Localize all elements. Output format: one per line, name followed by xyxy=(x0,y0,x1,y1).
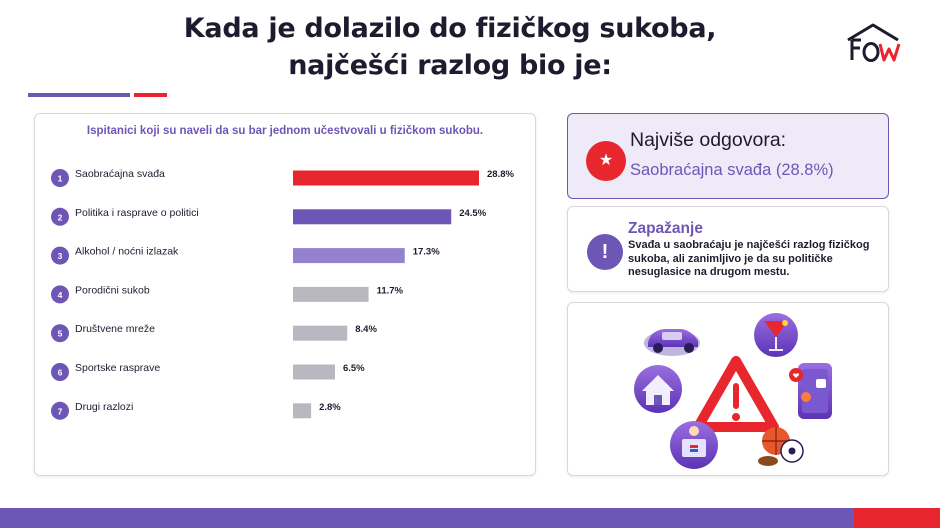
exclamation-icon: ! xyxy=(587,234,623,270)
top-answer-heading: Najviše odgovora: xyxy=(630,129,787,151)
rank-badge xyxy=(51,324,69,343)
sports-balls-icon xyxy=(758,427,804,466)
star-icon: ★ xyxy=(586,141,626,181)
car-icon xyxy=(644,329,700,356)
bar xyxy=(293,286,369,302)
observation-heading: Zapažanje xyxy=(628,220,703,237)
social-media-icon xyxy=(789,363,832,419)
illustration-card xyxy=(567,302,889,476)
footer-bar-purple xyxy=(0,508,854,528)
brand-logo-icon xyxy=(847,23,901,62)
observation-text: Svađa u saobraćaju je najčešći razlog fi… xyxy=(628,239,870,278)
podium-icon xyxy=(670,421,718,469)
value-label: 28.8% xyxy=(487,169,514,180)
page-title-line-2: najčešći razlog bio je: xyxy=(288,50,612,81)
rank-number: 4 xyxy=(58,290,63,300)
rank-badge xyxy=(51,285,69,304)
top-answer-card: ★ Najviše odgovora: Saobraćajna svađa (2… xyxy=(567,113,889,199)
rank-badge xyxy=(51,207,69,226)
value-label: 2.8% xyxy=(319,402,341,413)
rank-number: 3 xyxy=(58,251,63,261)
category-label: Alkohol / noćni izlazak xyxy=(75,246,179,258)
bar xyxy=(293,209,452,225)
chart-subtitle: Ispitanici koji su naveli da su bar jedn… xyxy=(86,125,484,137)
illustration xyxy=(634,313,832,469)
value-label: 17.3% xyxy=(413,247,440,258)
category-label: Politika i rasprave o politici xyxy=(75,207,199,219)
title-accent-red xyxy=(134,93,167,97)
category-label: Porodični sukob xyxy=(75,284,150,296)
page-title-line-1: Kada je dolazilo do fizičkog sukoba, xyxy=(183,13,717,44)
value-label: 6.5% xyxy=(343,363,365,374)
rank-number: 2 xyxy=(58,212,63,222)
page-title: Kada je dolazilo do fizičkog sukoba, naj… xyxy=(120,10,780,84)
rank-number: 6 xyxy=(58,368,63,378)
house-icon xyxy=(634,365,682,413)
warning-icon xyxy=(693,356,779,432)
category-label: Sportske rasprave xyxy=(75,362,160,374)
rank-badge xyxy=(51,401,69,420)
bar-chart: 1 Saobraćajna svađa 28.8% 2 Politika i raspr… xyxy=(51,168,514,420)
rank-number: 5 xyxy=(58,329,63,339)
value-label: 8.4% xyxy=(355,324,377,335)
bar xyxy=(293,403,312,419)
rank-number: 1 xyxy=(58,174,63,184)
bar xyxy=(293,364,335,380)
bar xyxy=(293,248,405,264)
chart-card: Ispitanici koji su naveli da su bar jedn… xyxy=(34,113,536,476)
category-label: Saobraćajna svađa xyxy=(75,168,165,180)
category-label: Drugi razlozi xyxy=(75,401,133,413)
value-label: 24.5% xyxy=(459,208,486,219)
footer-bar-red xyxy=(854,508,940,528)
rank-badge xyxy=(51,363,69,381)
rank-badge xyxy=(51,169,69,187)
rank-number: 7 xyxy=(58,406,63,416)
category-label: Društvene mreže xyxy=(75,323,155,335)
observation-card: ! Zapažanje Svađa u saobraćaju je najčeš… xyxy=(567,206,889,292)
top-answer-value: Saobraćajna svađa (28.8%) xyxy=(630,161,834,179)
value-label: 11.7% xyxy=(377,285,404,296)
bar xyxy=(293,325,348,341)
bar xyxy=(293,170,479,186)
title-accent-purple xyxy=(28,93,130,97)
rank-badge xyxy=(51,246,69,265)
cocktail-icon xyxy=(754,313,798,357)
